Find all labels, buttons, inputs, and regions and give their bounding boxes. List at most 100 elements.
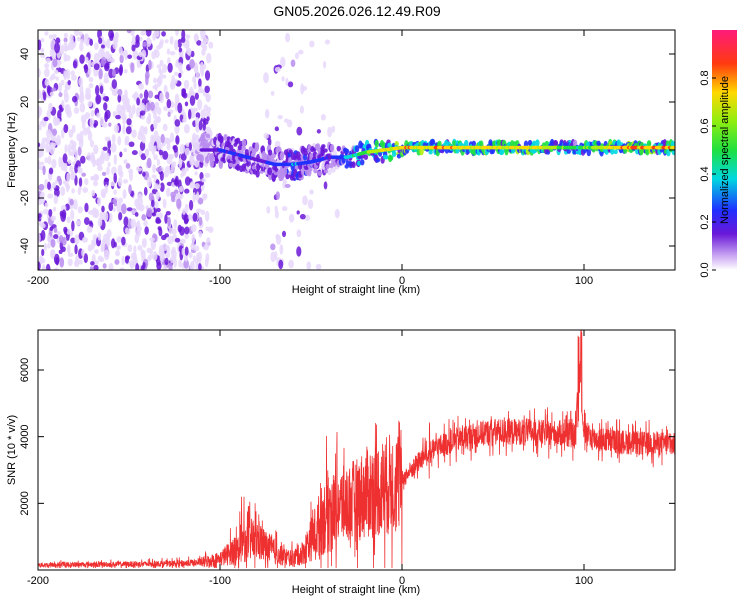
- heatmap-cell: [111, 69, 116, 77]
- heatmap-cell: [296, 126, 303, 136]
- heatmap-cell: [139, 141, 146, 151]
- heatmap-cell: [141, 237, 147, 248]
- heatmap-cell: [189, 91, 196, 96]
- snr-series-line: [38, 330, 675, 569]
- heatmap-cell: [553, 140, 559, 147]
- heatmap-cell: [153, 145, 157, 152]
- heatmap-cell: [95, 85, 100, 96]
- heatmap-cell: [139, 93, 143, 99]
- heatmap-cell: [108, 262, 114, 270]
- heatmap-cell: [84, 202, 89, 213]
- heatmap-cell: [185, 47, 191, 55]
- heatmap-cell: [283, 118, 289, 123]
- heatmap-cell: [164, 257, 169, 266]
- heatmap-cell: [155, 216, 161, 224]
- heatmap-cell: [199, 154, 205, 163]
- heatmap-cell: [48, 208, 53, 217]
- heatmap-cell: [121, 203, 127, 215]
- heatmap-cell: [156, 139, 162, 151]
- heatmap-cell: [38, 124, 42, 131]
- heatmap-cell: [177, 192, 184, 200]
- heatmap-cell: [191, 233, 196, 244]
- heatmap-cell: [113, 172, 117, 184]
- heatmap-cell: [41, 248, 45, 257]
- heatmap-cell: [97, 196, 102, 207]
- heatmap-cell: [61, 209, 67, 219]
- heatmap-cell: [205, 93, 212, 103]
- heatmap-cell: [185, 40, 190, 49]
- heatmap-cell: [48, 34, 53, 40]
- heatmap-cell: [499, 149, 505, 155]
- heatmap-cell: [38, 221, 45, 227]
- y-tick-label: -40: [19, 238, 31, 254]
- heatmap-cell: [48, 102, 53, 112]
- heatmap-cell: [79, 84, 84, 95]
- heatmap-cell: [89, 139, 94, 148]
- heatmap-cell: [80, 155, 86, 164]
- heatmap-cell: [128, 111, 134, 119]
- heatmap-cell: [42, 208, 49, 215]
- heatmap-cell: [158, 248, 165, 257]
- heatmap-cell: [181, 247, 185, 256]
- heatmap-cell: [140, 249, 145, 255]
- heatmap-cell: [118, 66, 123, 77]
- heatmap-cell: [267, 167, 273, 176]
- x-tick-label: 0: [399, 275, 405, 287]
- heatmap-cell: [152, 251, 158, 261]
- heatmap-cell: [83, 33, 88, 45]
- heatmap-cell: [84, 112, 91, 120]
- heatmap-cell: [93, 122, 97, 128]
- heatmap-cell: [167, 216, 171, 227]
- heatmap-cell: [154, 101, 160, 110]
- heatmap-cell: [128, 184, 132, 195]
- heatmap-cell: [93, 52, 100, 63]
- heatmap-cell: [51, 87, 57, 92]
- heatmap-cell: [163, 84, 168, 94]
- heatmap-cell: [43, 116, 49, 122]
- heatmap-cell: [156, 64, 162, 69]
- heatmap-cell: [95, 94, 102, 105]
- heatmap-cell: [299, 105, 304, 114]
- heatmap-cell: [327, 126, 333, 138]
- heatmap-cell: [198, 263, 202, 270]
- heatmap-cell: [67, 258, 73, 267]
- heatmap-cell: [254, 144, 260, 152]
- heatmap-cell: [162, 150, 169, 160]
- heatmap-cell: [96, 112, 101, 119]
- heatmap-cell: [53, 195, 59, 205]
- heatmap-cell: [79, 95, 84, 101]
- heatmap-cell: [77, 166, 81, 172]
- heatmap-cell: [116, 104, 123, 115]
- heatmap-cell: [168, 262, 173, 270]
- heatmap-cell: [177, 102, 183, 114]
- heatmap-cell: [323, 169, 329, 174]
- colorbar-tick-label: 0.4: [699, 166, 711, 181]
- heatmap-cell: [117, 136, 122, 146]
- heatmap-cell: [102, 263, 107, 269]
- heatmap-cell: [110, 181, 116, 187]
- heatmap-cell: [146, 176, 152, 188]
- heatmap-cell: [188, 199, 194, 211]
- heatmap-cell: [50, 238, 56, 248]
- heatmap-cell: [87, 58, 92, 70]
- heatmap-cell: [113, 199, 118, 207]
- heatmap-cell: [150, 199, 155, 208]
- heatmap-cell: [92, 234, 98, 240]
- heatmap-cell: [40, 229, 46, 241]
- snr-frame: [37, 329, 676, 571]
- heatmap-cell: [38, 39, 42, 51]
- heatmap-cell: [172, 228, 177, 235]
- heatmap-cell: [55, 76, 59, 81]
- heatmap-cell: [279, 244, 284, 255]
- heatmap-cell: [174, 79, 178, 84]
- heatmap-cell: [192, 192, 196, 203]
- heatmap-cell: [67, 244, 71, 255]
- heatmap-cell: [82, 236, 88, 243]
- heatmap-cell: [123, 147, 128, 153]
- heatmap-cell: [63, 32, 69, 38]
- heatmap-cell: [53, 253, 60, 265]
- heatmap-cell: [41, 197, 45, 204]
- heatmap-cell: [153, 112, 157, 120]
- heatmap-cell: [52, 206, 57, 212]
- heatmap-cell: [104, 184, 108, 194]
